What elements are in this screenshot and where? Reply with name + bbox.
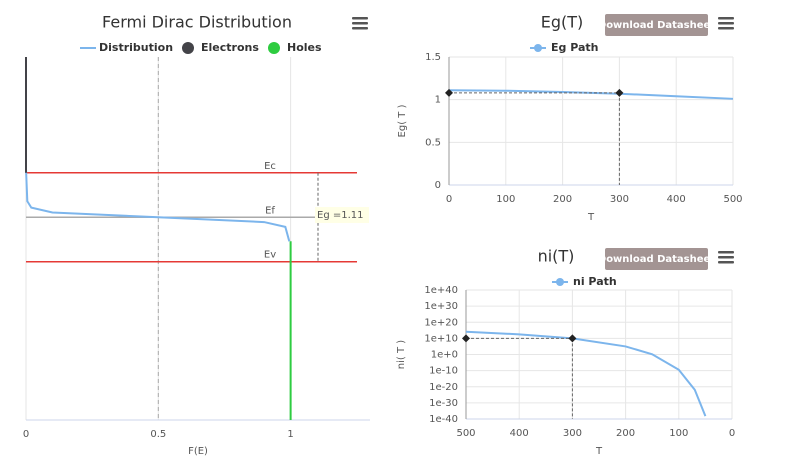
legend-symbol [268, 42, 280, 54]
legend-symbol [182, 42, 194, 54]
menu-icon[interactable] [718, 22, 734, 25]
menu-icon[interactable] [718, 251, 734, 254]
point-marker [615, 88, 624, 97]
y-tick-label: 1e-20 [429, 382, 458, 393]
y-axis-label: ni( T ) [396, 340, 407, 369]
point-marker [462, 334, 470, 343]
x-tick-label: 0 [23, 429, 29, 440]
x-tick-label: 400 [510, 428, 529, 439]
y-tick-label: 1.5 [425, 52, 441, 63]
annotation-box [315, 207, 369, 223]
y-tick-label: 1e+40 [424, 285, 458, 296]
series-line [25, 169, 291, 242]
chart-title: Fermi Dirac Distribution [102, 13, 292, 32]
x-tick-label: 100 [496, 194, 515, 205]
y-tick-label: 0 [435, 180, 441, 191]
legend-label: Eg Path [551, 41, 599, 54]
y-tick-label: 1e+30 [424, 301, 458, 312]
menu-icon[interactable] [718, 256, 734, 259]
series-line [448, 89, 734, 100]
series-line [465, 330, 707, 417]
y-tick-label: 1e-10 [429, 366, 458, 377]
menu-icon[interactable] [352, 17, 368, 20]
x-tick-label: 0 [729, 428, 735, 439]
x-tick-label: 500 [456, 428, 475, 439]
legend-label: ni Path [573, 275, 617, 288]
x-tick-label: 500 [723, 194, 742, 205]
menu-icon[interactable] [718, 261, 734, 264]
y-axis-label: Eg( T ) [397, 104, 408, 137]
point-marker [445, 88, 453, 97]
download-button[interactable] [605, 248, 708, 270]
x-tick-label: 200 [553, 194, 572, 205]
x-tick-label: 100 [669, 428, 688, 439]
x-tick-label: 300 [610, 194, 629, 205]
x-tick-label: 400 [667, 194, 686, 205]
y-tick-label: 1e+20 [424, 317, 458, 328]
x-tick-label: 0.5 [150, 429, 166, 440]
y-tick-label: 0.5 [425, 137, 441, 148]
legend-symbol [534, 44, 542, 52]
y-tick-label: 1e+0 [431, 350, 458, 361]
chart-title: Eg(T) [541, 13, 584, 32]
menu-icon[interactable] [352, 27, 368, 30]
x-axis-label: T [595, 446, 603, 457]
y-tick-label: 1e+10 [424, 333, 458, 344]
annotation: Eg =1.11 [317, 210, 364, 221]
menu-icon[interactable] [718, 17, 734, 20]
menu-icon[interactable] [718, 27, 734, 30]
energy-level-label: Ef [265, 205, 275, 216]
x-tick-label: 1 [287, 429, 293, 440]
y-tick-label: 1e-40 [429, 414, 458, 425]
x-axis-label: T [587, 212, 595, 223]
x-axis-label: F(E) [188, 446, 208, 457]
y-tick-label: 1e-30 [429, 398, 458, 409]
legend-label: Distribution [99, 41, 173, 54]
legend-symbol [556, 278, 564, 286]
x-tick-label: 0 [446, 194, 452, 205]
y-tick-label: 1 [435, 95, 441, 106]
download-button-label[interactable]: Download Datasheet [598, 20, 715, 31]
chart-title: ni(T) [538, 247, 575, 266]
energy-level-label: Ec [264, 161, 276, 172]
download-button[interactable] [605, 14, 708, 36]
menu-icon[interactable] [352, 22, 368, 25]
x-tick-label: 300 [563, 428, 582, 439]
legend-label: Electrons [201, 41, 259, 54]
energy-level-label: Ev [264, 250, 276, 261]
legend-label: Holes [287, 41, 322, 54]
x-tick-label: 200 [616, 428, 635, 439]
download-button-label[interactable]: Download Datasheet [598, 254, 715, 265]
point-marker [568, 334, 577, 343]
